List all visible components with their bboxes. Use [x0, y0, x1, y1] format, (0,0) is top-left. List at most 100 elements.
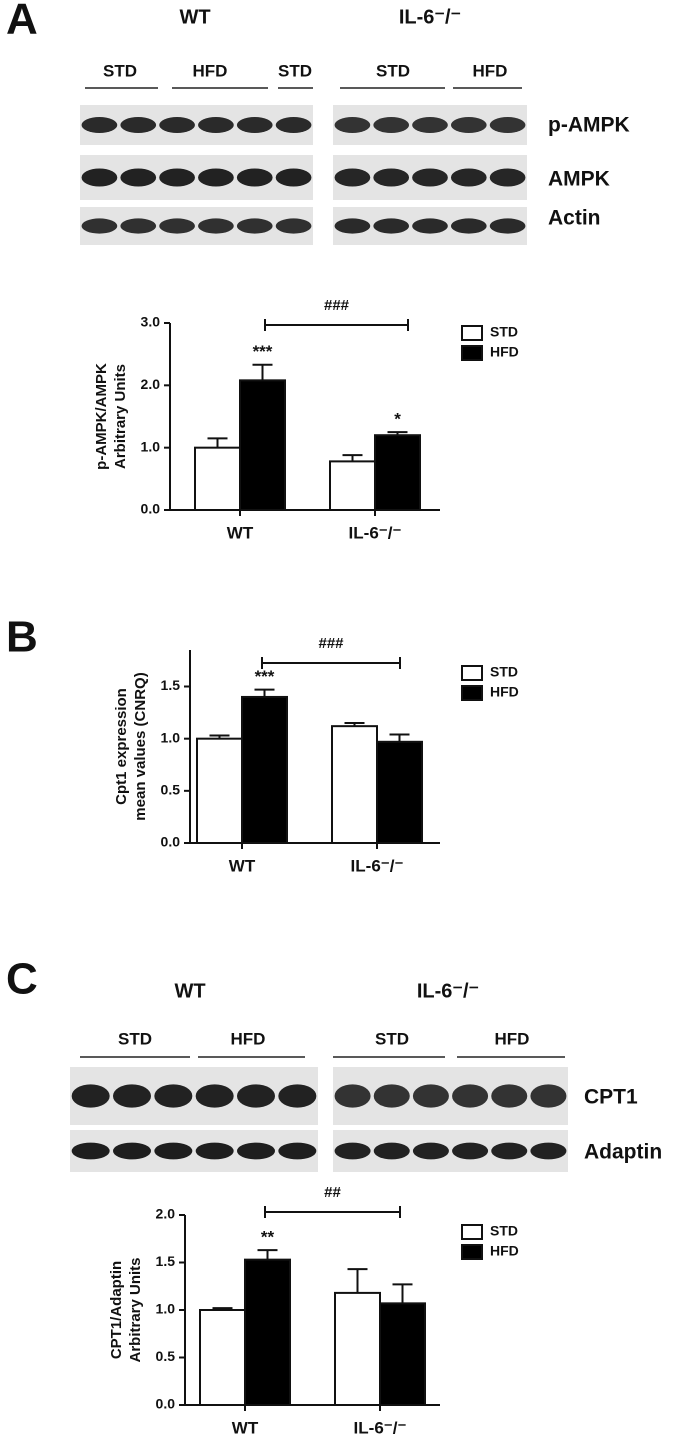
blot-strip — [80, 105, 313, 145]
y-tick-label: 0.5 — [161, 782, 181, 798]
error-bar — [389, 733, 410, 742]
blot-band — [373, 1142, 410, 1160]
blot-band — [81, 218, 118, 234]
y-axis-label: Arbitrary Units — [112, 364, 129, 469]
blot-band — [373, 218, 410, 234]
blot-band — [154, 1084, 193, 1108]
blot-band — [159, 168, 195, 187]
comparison-label: ### — [324, 297, 350, 314]
bar — [196, 737, 243, 844]
bar — [194, 446, 241, 511]
legend-swatch — [461, 325, 483, 341]
error-bar — [252, 363, 273, 381]
error-bar — [387, 431, 408, 436]
blot-band — [198, 168, 234, 187]
y-axis-label: p-AMPK/AMPK — [93, 363, 110, 470]
blot-band — [373, 168, 410, 187]
panel-letter: C — [6, 955, 38, 1004]
x-tick-label: WT — [232, 1418, 259, 1436]
blot-band — [491, 1142, 528, 1160]
y-tick-label: 1.5 — [156, 1253, 176, 1269]
protein-label: CPT1 — [584, 1086, 638, 1109]
legend-label: STD — [490, 664, 518, 680]
y-axis-label: mean values (CNRQ) — [132, 672, 149, 820]
blot-band — [530, 1142, 567, 1160]
group-label: WT — [179, 6, 210, 28]
blot-band — [373, 117, 410, 133]
blot-band — [159, 218, 195, 234]
blot-band — [450, 168, 487, 187]
y-tick-label: 1.0 — [141, 438, 161, 454]
blot-band — [236, 1142, 276, 1160]
blot-band — [373, 1084, 410, 1108]
x-tick-label: WT — [229, 856, 256, 875]
blot-band — [112, 1084, 152, 1108]
condition-label: STD — [376, 61, 410, 80]
y-axis-label: Cpt1 expression — [113, 688, 130, 805]
blot-band — [71, 1084, 110, 1108]
blot-band — [452, 1142, 489, 1160]
bar — [379, 1302, 426, 1406]
significance-label: *** — [255, 667, 275, 686]
error-bar — [392, 1283, 413, 1304]
significance-label: *** — [253, 342, 273, 361]
protein-label: p-AMPK — [548, 114, 630, 137]
blot-band — [489, 117, 526, 133]
error-bar — [212, 1307, 233, 1310]
condition-label: STD — [375, 1029, 409, 1048]
blot-band — [236, 1084, 276, 1108]
blot-strip — [333, 1067, 568, 1125]
legend-swatch — [461, 1244, 483, 1260]
blot-band — [120, 218, 157, 234]
blot-band — [489, 168, 526, 187]
blot-band — [71, 1142, 110, 1160]
bar — [376, 740, 423, 845]
x-tick-label: IL-6⁻/⁻ — [351, 856, 404, 875]
protein-label: Adaptin — [584, 1141, 662, 1164]
y-tick-label: 0.5 — [156, 1348, 176, 1364]
y-tick-label: 0.0 — [161, 834, 181, 850]
legend-label: HFD — [490, 1243, 519, 1259]
blot-band — [412, 218, 448, 234]
blot-band — [452, 1084, 489, 1108]
blot-band — [81, 117, 118, 133]
y-tick-label: 0.0 — [141, 501, 161, 517]
comparison-label: ## — [324, 1184, 341, 1201]
y-tick-label: 2.0 — [156, 1206, 176, 1222]
error-bar — [347, 1268, 368, 1293]
blot-band — [491, 1084, 528, 1108]
error-bar — [257, 1249, 278, 1260]
legend-swatch — [461, 685, 483, 701]
significance-label: * — [394, 410, 401, 429]
condition-label: STD — [278, 61, 312, 80]
error-bar — [254, 688, 275, 697]
blot-band — [275, 168, 312, 187]
blot-band — [412, 1084, 449, 1108]
blot-band — [120, 117, 157, 133]
blot-band — [154, 1142, 193, 1160]
blot-band — [450, 117, 487, 133]
y-tick-label: 1.5 — [161, 677, 181, 693]
blot-band — [412, 117, 448, 133]
bar — [334, 1291, 381, 1407]
condition-label: HFD — [473, 61, 508, 80]
blot-band — [334, 168, 371, 187]
x-tick-label: IL-6⁻/⁻ — [354, 1418, 407, 1436]
legend-label: HFD — [490, 344, 519, 360]
x-tick-label: IL-6⁻/⁻ — [349, 523, 402, 542]
bar — [331, 725, 378, 844]
blot-band — [450, 218, 487, 234]
blot-strip — [70, 1067, 318, 1125]
blot-band — [198, 218, 234, 234]
blot-strip — [333, 1130, 568, 1172]
legend-label: STD — [490, 1223, 518, 1239]
blot-band — [278, 1084, 317, 1108]
blot-band — [334, 218, 371, 234]
blot-band — [334, 1084, 371, 1108]
blot-band — [334, 1142, 371, 1160]
legend-swatch — [461, 1224, 483, 1240]
condition-label: STD — [118, 1029, 152, 1048]
blot-strip — [70, 1130, 318, 1172]
blot-strip — [80, 207, 313, 245]
legend-label: STD — [490, 324, 518, 340]
